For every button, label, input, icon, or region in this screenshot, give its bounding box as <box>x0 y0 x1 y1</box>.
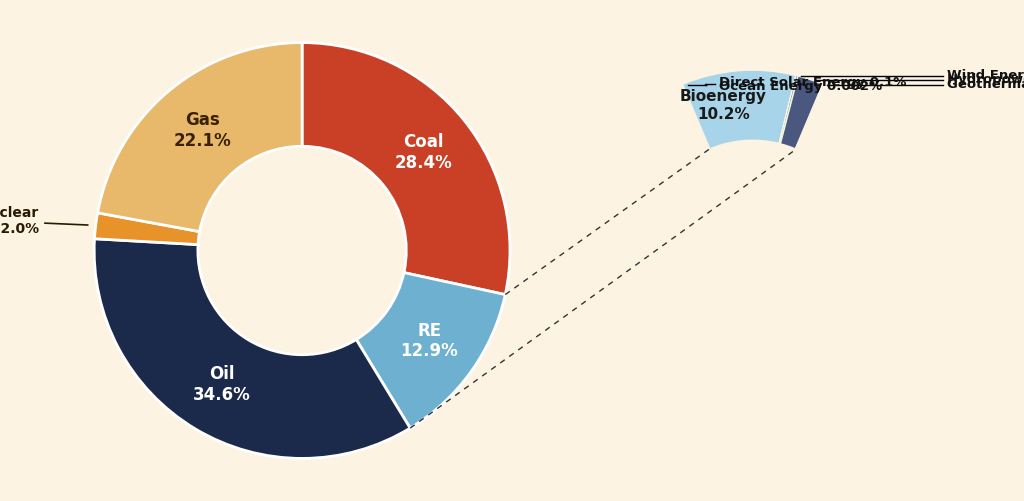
Wedge shape <box>356 273 505 428</box>
Wedge shape <box>683 70 796 149</box>
Text: Ocean Energy 0.002%: Ocean Energy 0.002% <box>719 80 882 93</box>
Wedge shape <box>683 84 710 149</box>
Wedge shape <box>94 213 200 244</box>
Text: Geothermal Energy 0.1%: Geothermal Energy 0.1% <box>947 78 1024 91</box>
Wedge shape <box>796 84 823 149</box>
Wedge shape <box>779 75 798 144</box>
Text: RE
12.9%: RE 12.9% <box>400 322 458 360</box>
Text: Coal
28.4%: Coal 28.4% <box>394 133 453 172</box>
Text: Bioenergy
10.2%: Bioenergy 10.2% <box>680 90 767 122</box>
Text: Wind Energy 0.2%: Wind Energy 0.2% <box>947 69 1024 82</box>
Text: Oil
34.6%: Oil 34.6% <box>193 365 251 404</box>
Text: Direct Solar Energy 0.1%: Direct Solar Energy 0.1% <box>719 76 906 89</box>
Text: Gas
22.1%: Gas 22.1% <box>173 111 231 150</box>
Wedge shape <box>94 239 411 458</box>
Wedge shape <box>682 84 710 149</box>
Text: Hydropower 2.3%: Hydropower 2.3% <box>947 73 1024 86</box>
Wedge shape <box>780 76 822 149</box>
Wedge shape <box>97 43 302 231</box>
Wedge shape <box>302 43 510 295</box>
Text: Nuclear
Energy 2.0%: Nuclear Energy 2.0% <box>0 205 88 236</box>
